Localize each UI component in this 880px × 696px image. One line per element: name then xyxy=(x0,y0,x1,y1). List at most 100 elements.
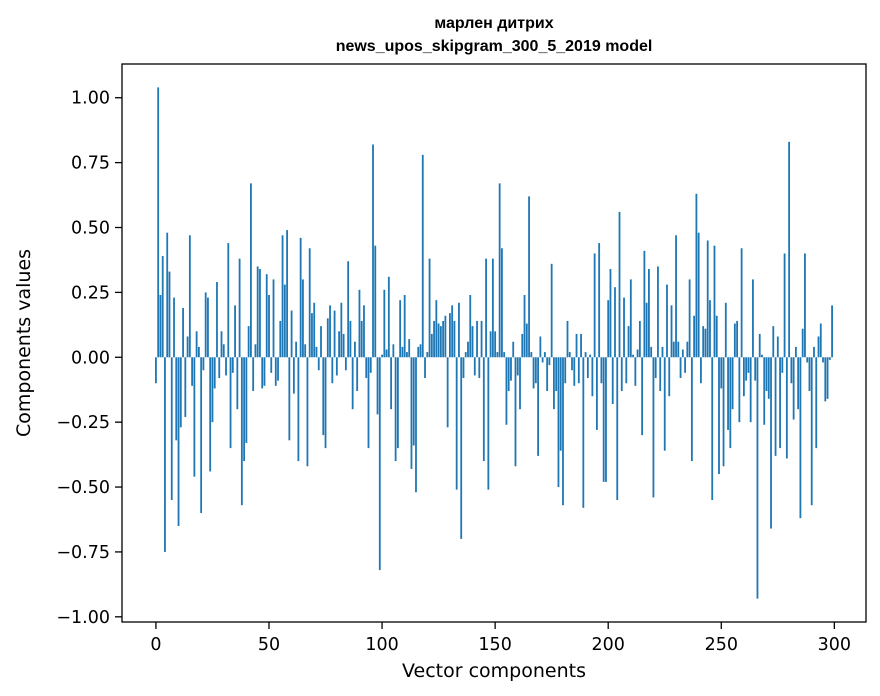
bar-240 xyxy=(697,232,700,358)
plot-frame xyxy=(121,63,867,623)
bar-299 xyxy=(831,305,833,358)
bar-269 xyxy=(763,357,766,425)
bar-217 xyxy=(645,302,648,358)
bar-60 xyxy=(290,310,293,358)
bar-152 xyxy=(498,183,501,358)
bar-133 xyxy=(455,357,458,490)
bar-90 xyxy=(358,289,361,358)
bar-55 xyxy=(279,320,282,358)
bar-141 xyxy=(473,357,476,376)
x-tick-label: 150 xyxy=(478,635,511,655)
bar-24 xyxy=(209,357,212,472)
bar-33 xyxy=(229,357,232,449)
bar-40 xyxy=(245,357,248,443)
bar-231 xyxy=(677,341,680,358)
bar-268 xyxy=(761,354,763,358)
bar-series xyxy=(155,87,833,599)
bar-199 xyxy=(605,357,607,482)
bar-34 xyxy=(231,357,234,373)
bar-271 xyxy=(767,357,770,399)
bar-59 xyxy=(288,357,291,441)
bar-219 xyxy=(650,346,653,358)
bar-241 xyxy=(700,357,702,384)
bar-162 xyxy=(521,333,524,358)
x-axis-ticks: 0 50 100 150 200 250 300 xyxy=(150,622,851,655)
bar-134 xyxy=(458,302,460,358)
bar-164 xyxy=(525,323,528,358)
bar-178 xyxy=(557,357,560,488)
bar-13 xyxy=(184,357,187,417)
bar-228 xyxy=(670,305,673,358)
bar-101 xyxy=(383,289,386,358)
bar-116 xyxy=(417,346,420,358)
bar-91 xyxy=(360,320,363,358)
bar-145 xyxy=(482,357,485,462)
bar-100 xyxy=(381,354,383,358)
bar-63 xyxy=(297,357,300,462)
bar-136 xyxy=(462,357,465,379)
bar-190 xyxy=(584,352,587,358)
bar-297 xyxy=(826,357,829,399)
bar-246 xyxy=(711,357,714,501)
bar-146 xyxy=(485,258,487,358)
bar-174 xyxy=(548,357,551,366)
bar-122 xyxy=(430,333,433,358)
bar-263 xyxy=(749,357,752,423)
bar-43 xyxy=(252,357,255,392)
bar-265 xyxy=(754,357,757,381)
bar-12 xyxy=(182,307,184,358)
bar-184 xyxy=(571,357,573,371)
bar-282 xyxy=(792,357,795,420)
bar-186 xyxy=(575,333,578,358)
bar-220 xyxy=(652,357,655,498)
bar-31 xyxy=(225,357,227,376)
bar-249 xyxy=(718,357,720,475)
bar-177 xyxy=(555,357,558,392)
bar-296 xyxy=(824,357,827,402)
bar-51 xyxy=(270,357,273,373)
bar-83 xyxy=(342,333,345,358)
x-tick-label: 200 xyxy=(591,635,624,655)
bar-67 xyxy=(306,357,309,467)
bar-216 xyxy=(643,250,646,358)
bar-221 xyxy=(654,357,657,379)
bar-10 xyxy=(177,357,180,526)
bar-292 xyxy=(815,357,818,449)
bar-175 xyxy=(550,263,553,358)
bar-121 xyxy=(428,258,431,358)
bar-120 xyxy=(426,352,429,358)
bar-225 xyxy=(663,357,666,451)
bar-195 xyxy=(595,357,598,430)
bar-65 xyxy=(302,279,304,358)
bar-68 xyxy=(308,248,311,358)
bar-27 xyxy=(216,282,218,358)
bar-214 xyxy=(638,320,641,358)
bar-124 xyxy=(435,300,438,358)
bar-180 xyxy=(562,357,564,506)
bar-125 xyxy=(437,323,440,358)
bar-111 xyxy=(406,352,408,358)
y-tick-label: 0.00 xyxy=(71,348,110,368)
bar-30 xyxy=(222,344,225,358)
bar-159 xyxy=(514,357,517,467)
bar-266 xyxy=(756,357,759,599)
bar-92 xyxy=(363,305,365,358)
bar-197 xyxy=(600,357,603,384)
bar-192 xyxy=(589,354,592,358)
bar-251 xyxy=(722,357,725,467)
bar-222 xyxy=(657,266,659,358)
bar-81 xyxy=(338,331,340,358)
bar-126 xyxy=(439,326,442,358)
bar-23 xyxy=(207,297,209,358)
bar-257 xyxy=(736,320,739,358)
bar-290 xyxy=(810,357,813,506)
bar-71 xyxy=(315,346,318,358)
bar-0 xyxy=(155,357,157,384)
bar-283 xyxy=(794,346,797,358)
chart-subtitle: news_upos_skipgram_300_5_2019 model xyxy=(336,38,653,55)
bar-170 xyxy=(539,336,542,358)
bar-289 xyxy=(808,357,811,392)
bar-288 xyxy=(806,357,809,363)
bar-42 xyxy=(250,183,252,358)
bar-107 xyxy=(396,357,399,449)
